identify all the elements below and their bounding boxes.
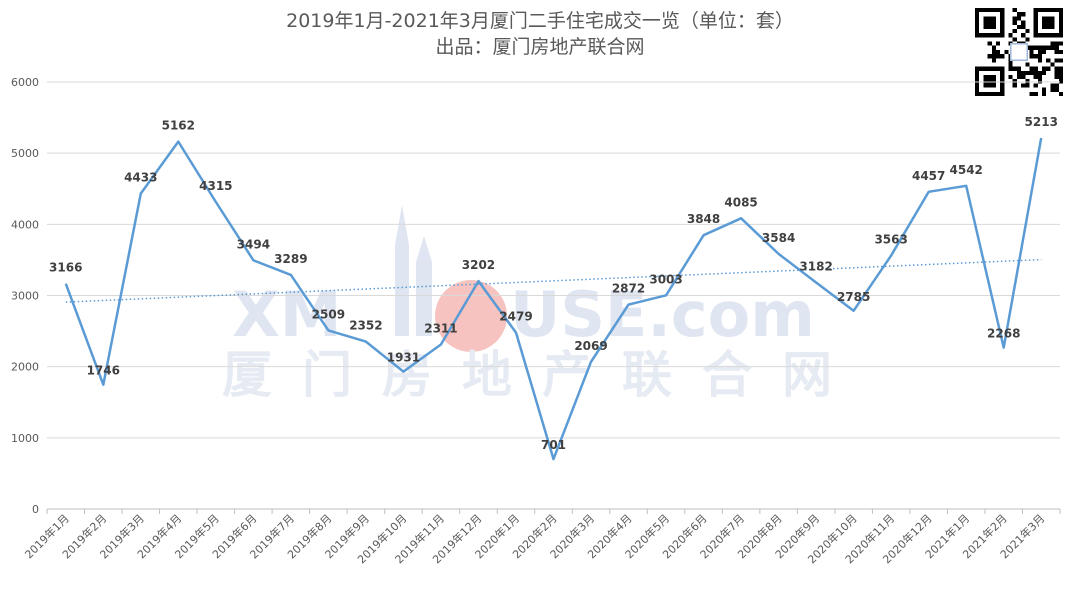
data-label: 3003 bbox=[649, 272, 682, 286]
data-label: 3563 bbox=[874, 232, 907, 246]
chart-subtitle: 出品：厦门房地产联合网 bbox=[435, 36, 645, 58]
data-label: 3182 bbox=[799, 260, 832, 274]
watermark-text-right: USE.com bbox=[510, 278, 815, 351]
data-label: 2352 bbox=[349, 319, 382, 333]
data-label: 2311 bbox=[424, 322, 457, 336]
data-label: 2872 bbox=[612, 282, 645, 296]
data-label: 4542 bbox=[950, 163, 983, 177]
data-labels: 3166 1746 4433 5162 4315 3494 3289 2509 2352 1931… bbox=[49, 115, 1058, 452]
data-label: 3494 bbox=[237, 237, 270, 251]
data-label: 5162 bbox=[162, 119, 195, 133]
data-label: 2479 bbox=[499, 310, 532, 324]
data-label: 3166 bbox=[49, 261, 82, 275]
x-axis: 2019年1月2019年2月2019年3月2019年4月2019年5月2019年… bbox=[22, 508, 1061, 566]
y-tick-label: 5000 bbox=[11, 147, 39, 160]
series-line bbox=[64, 137, 1043, 461]
y-axis: 0 1000 2000 3000 4000 5000 6000 bbox=[11, 76, 39, 516]
series-polyline bbox=[64, 137, 1043, 461]
y-tick-label: 1000 bbox=[11, 432, 39, 445]
data-label: 3848 bbox=[687, 212, 720, 226]
y-tick-label: 0 bbox=[32, 503, 39, 516]
trendline-path bbox=[65, 258, 1042, 303]
data-label: 701 bbox=[541, 438, 566, 452]
data-label: 4433 bbox=[124, 171, 157, 185]
data-label: 2069 bbox=[574, 339, 607, 353]
trendline bbox=[65, 258, 1042, 303]
watermark-cn: 厦门房地产联合网 bbox=[222, 346, 862, 404]
data-label: 3584 bbox=[762, 231, 795, 245]
data-label: 2785 bbox=[837, 290, 870, 304]
data-label: 1931 bbox=[387, 351, 420, 365]
y-tick-label: 3000 bbox=[11, 290, 39, 303]
data-label: 1746 bbox=[87, 364, 120, 378]
data-label: 3202 bbox=[462, 258, 495, 272]
data-label: 3289 bbox=[274, 252, 307, 266]
data-label: 2509 bbox=[312, 307, 345, 321]
data-label: 5213 bbox=[1025, 115, 1058, 129]
watermark-tower-icon bbox=[395, 205, 432, 336]
y-tick-label: 6000 bbox=[11, 76, 39, 89]
y-tick-label: 4000 bbox=[11, 218, 39, 231]
qr-code-icon bbox=[975, 8, 1063, 96]
data-label: 4315 bbox=[199, 179, 232, 193]
watermark: XM USE.com 厦门房地产联合网 bbox=[222, 205, 862, 404]
chart-title-block: 2019年1月-2021年3月厦门二手住宅成交一览（单位：套） 出品：厦门房地产… bbox=[0, 8, 1080, 60]
data-label: 4457 bbox=[912, 169, 945, 183]
chart-title: 2019年1月-2021年3月厦门二手住宅成交一览（单位：套） bbox=[286, 10, 794, 32]
watermark-text-left: XM bbox=[232, 278, 342, 351]
y-tick-label: 2000 bbox=[11, 361, 39, 374]
watermark-logo-circle bbox=[435, 280, 507, 352]
data-label: 2268 bbox=[987, 327, 1020, 341]
data-label: 4085 bbox=[724, 195, 757, 209]
